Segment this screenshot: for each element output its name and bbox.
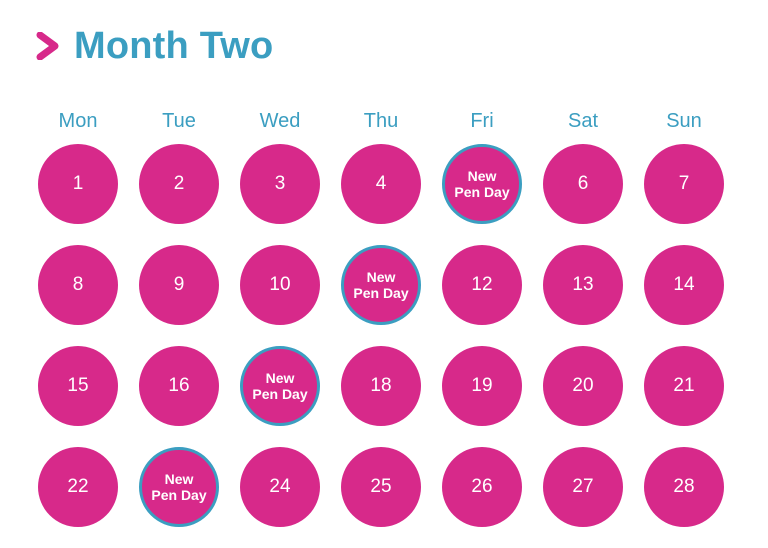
calendar-grid: Mon Tue Wed Thu Fri Sat Sun 1 2 3 4 New Pen … [38, 108, 724, 548]
weekday-label-sun: Sun [666, 110, 702, 132]
weekday-label-tue: Tue [162, 110, 196, 132]
calendar-day: 16 [139, 346, 219, 426]
calendar-day: 14 [644, 245, 724, 325]
calendar-day: 27 [543, 447, 623, 527]
calendar-day: 10 [240, 245, 320, 325]
weekday-label-thu: Thu [363, 110, 399, 132]
calendar-day: 15 [38, 346, 118, 426]
calendar-day: 7 [644, 144, 724, 224]
chevron-right-icon [36, 32, 59, 60]
calendar-day-pen-day: New Pen Day [139, 447, 219, 527]
calendar-day: 28 [644, 447, 724, 527]
calendar-day: 12 [442, 245, 522, 325]
page-header: Month Two [36, 22, 273, 70]
calendar-day: 3 [240, 144, 320, 224]
calendar-day: 18 [341, 346, 421, 426]
weekday-label-wed: Wed [259, 110, 301, 132]
calendar-day: 19 [442, 346, 522, 426]
weekday-label-mon: Mon [58, 110, 98, 132]
calendar-day: 1 [38, 144, 118, 224]
calendar-day-pen-day: New Pen Day [240, 346, 320, 426]
calendar-day-pen-day: New Pen Day [442, 144, 522, 224]
calendar-day: 20 [543, 346, 623, 426]
calendar-day: 8 [38, 245, 118, 325]
calendar-day: 24 [240, 447, 320, 527]
calendar-day: 9 [139, 245, 219, 325]
calendar-day: 2 [139, 144, 219, 224]
calendar-day: 4 [341, 144, 421, 224]
weekday-label-sat: Sat [567, 110, 599, 132]
calendar-day: 26 [442, 447, 522, 527]
calendar-day: 25 [341, 447, 421, 527]
calendar-day: 6 [543, 144, 623, 224]
calendar-day-pen-day: New Pen Day [341, 245, 421, 325]
page-title: Month Two [74, 24, 274, 67]
calendar-day: 22 [38, 447, 118, 527]
calendar-day: 13 [543, 245, 623, 325]
calendar-day: 21 [644, 346, 724, 426]
weekday-label-fri: Fri [470, 110, 494, 132]
